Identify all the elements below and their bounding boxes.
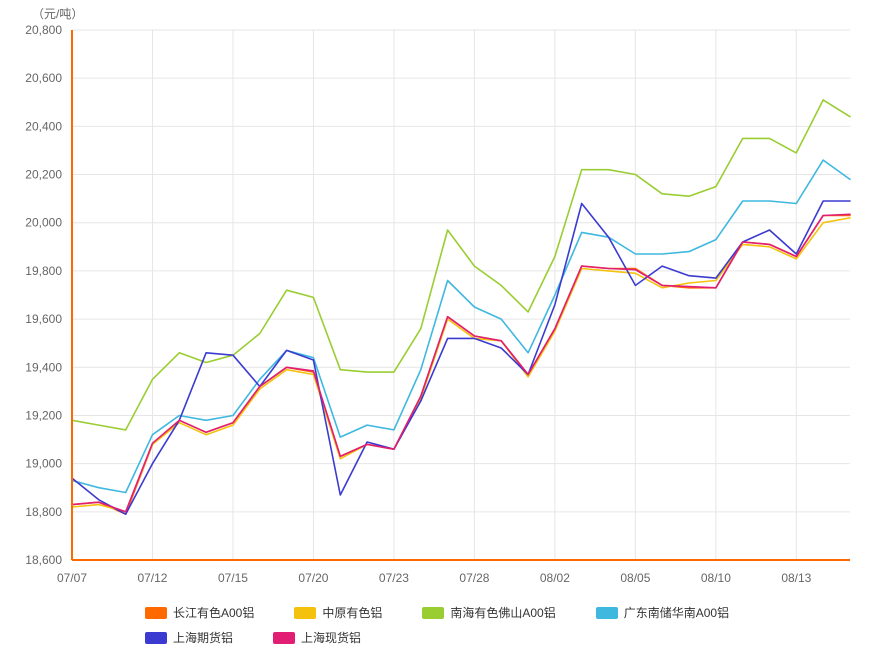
legend-label: 南海有色佛山A00铝 bbox=[450, 604, 555, 621]
y-tick-label: 18,600 bbox=[25, 553, 62, 567]
chart-svg: 18,600 18,800 19,000 19,200 19,400 19,600 19,8… bbox=[0, 0, 870, 600]
x-tick-label: 08/10 bbox=[701, 571, 731, 585]
series-nanhai bbox=[72, 100, 850, 430]
legend-label: 上海期货铝 bbox=[173, 629, 233, 646]
y-tick-label: 19,200 bbox=[25, 408, 62, 422]
x-tick-label: 07/12 bbox=[137, 571, 167, 585]
legend-label: 上海现货铝 bbox=[301, 629, 361, 646]
legend-label: 广东南储华南A00铝 bbox=[624, 604, 729, 621]
legend-swatch bbox=[294, 607, 316, 619]
legend-swatch bbox=[422, 607, 444, 619]
legend-swatch bbox=[596, 607, 618, 619]
legend-item-zhongyuan[interactable]: 中原有色铝 bbox=[294, 604, 382, 621]
y-tick-label: 19,000 bbox=[25, 457, 62, 471]
legend-item-changjiang[interactable]: 长江有色A00铝 bbox=[145, 604, 254, 621]
aluminum-price-line-chart: 18,600 18,800 19,000 19,200 19,400 19,600 19,8… bbox=[0, 0, 870, 670]
legend-swatch bbox=[145, 607, 167, 619]
series-changjiang bbox=[72, 216, 850, 515]
y-tick-label: 18,800 bbox=[25, 505, 62, 519]
x-tick-label: 07/07 bbox=[57, 571, 87, 585]
legend-label: 中原有色铝 bbox=[322, 604, 382, 621]
legend-item-shanghaispot[interactable]: 上海现货铝 bbox=[273, 629, 361, 646]
legend-swatch bbox=[273, 632, 295, 644]
y-tick-label: 20,200 bbox=[25, 168, 62, 182]
y-tick-label: 19,400 bbox=[25, 360, 62, 374]
y-tick-label: 20,000 bbox=[25, 216, 62, 230]
y-tick-label: 19,600 bbox=[25, 312, 62, 326]
legend: 长江有色A00铝 中原有色铝 南海有色佛山A00铝 广东南储华南A00铝上海期货铝 上海… bbox=[85, 600, 785, 650]
x-tick-label: 08/05 bbox=[620, 571, 650, 585]
y-tick-label: 20,800 bbox=[25, 23, 62, 37]
legend-item-shanghaifut[interactable]: 上海期货铝 bbox=[145, 629, 233, 646]
x-tick-label: 07/20 bbox=[298, 571, 328, 585]
x-tick-label: 08/13 bbox=[781, 571, 811, 585]
series-zhongyuan bbox=[72, 218, 850, 512]
y-axis-unit: （元/吨） bbox=[32, 7, 83, 21]
series-shanghaispot bbox=[72, 214, 850, 512]
x-tick-label: 07/23 bbox=[379, 571, 409, 585]
y-tick-label: 20,600 bbox=[25, 71, 62, 85]
x-tick-label: 07/28 bbox=[459, 571, 489, 585]
legend-label: 长江有色A00铝 bbox=[173, 604, 254, 621]
legend-item-nanhai[interactable]: 南海有色佛山A00铝 bbox=[422, 604, 555, 621]
legend-item-guangdong[interactable]: 广东南储华南A00铝 bbox=[596, 604, 729, 621]
x-tick-label: 08/02 bbox=[540, 571, 570, 585]
x-tick-label: 07/15 bbox=[218, 571, 248, 585]
legend-swatch bbox=[145, 632, 167, 644]
y-tick-label: 19,800 bbox=[25, 264, 62, 278]
y-tick-label: 20,400 bbox=[25, 119, 62, 133]
